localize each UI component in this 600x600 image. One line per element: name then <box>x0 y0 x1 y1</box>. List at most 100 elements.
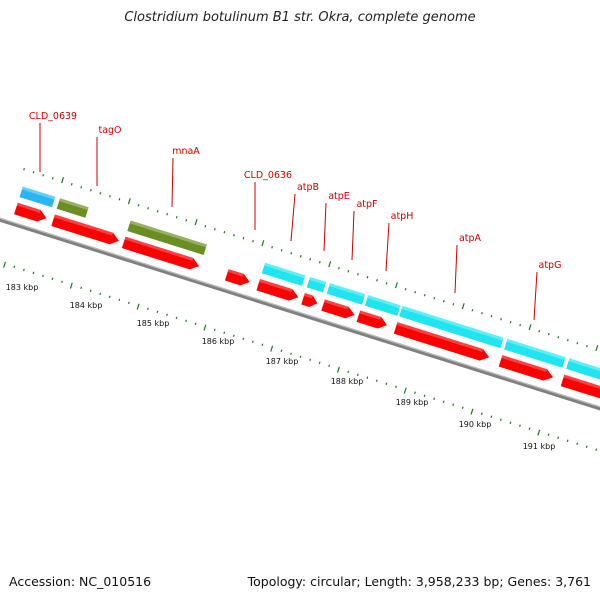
inner-tick <box>127 301 130 305</box>
inner-tick <box>470 408 474 415</box>
inner-tick <box>185 319 187 323</box>
gene-label: atpB <box>297 182 319 193</box>
inner-tick <box>423 394 426 398</box>
outer-tick <box>547 332 550 336</box>
kbp-scale-label: 184 kbp <box>70 301 103 310</box>
kbp-scale-label: 183 kbp <box>6 283 39 292</box>
outer-tick <box>261 240 265 247</box>
kbp-scale-label: 185 kbp <box>137 319 170 328</box>
outer-tick <box>271 245 274 249</box>
inner-tick <box>80 286 83 290</box>
cds-arrow <box>498 355 554 381</box>
cds-arrow <box>560 374 600 415</box>
outer-tick <box>557 335 560 339</box>
cds-arrow <box>256 278 299 301</box>
inner-tick <box>519 424 521 428</box>
outer-tick <box>509 320 512 324</box>
gene-label: CLD_0636 <box>244 170 292 181</box>
inner-tick <box>452 403 455 407</box>
inner-tick <box>309 358 311 362</box>
inner-tick <box>385 382 388 386</box>
outer-tick <box>194 219 198 226</box>
outer-tick <box>299 254 302 258</box>
inner-tick <box>433 397 436 401</box>
cyan-feature-bar <box>326 283 366 305</box>
gene-label: atpF <box>356 199 377 210</box>
outer-tick <box>394 282 398 289</box>
inner-tick <box>490 415 493 419</box>
inner-tick <box>42 274 44 278</box>
genome-title: Clostridium botulinum B1 str. Okra, comp… <box>124 10 476 25</box>
olive-feature-bar-shine <box>59 198 89 211</box>
outer-tick <box>109 195 111 198</box>
inner-tick <box>366 376 369 380</box>
inner-tick <box>99 292 102 296</box>
inner-tick <box>32 271 35 275</box>
gene-label: CLD_0639 <box>29 111 77 122</box>
outer-tick <box>376 278 378 282</box>
inner-tick <box>89 289 92 293</box>
outer-tick <box>280 248 283 252</box>
outer-tick <box>357 272 359 276</box>
outer-tick <box>89 189 92 192</box>
inner-tick <box>175 316 178 320</box>
inner-tick <box>557 436 560 439</box>
outer-tick <box>252 239 254 243</box>
gene-label: tagO <box>98 125 121 136</box>
outer-tick <box>223 231 226 234</box>
outer-tick <box>490 314 493 318</box>
outer-tick <box>595 345 599 352</box>
inner-tick <box>213 328 216 332</box>
gene-leader-line <box>454 244 458 294</box>
cds-arrow-shine <box>227 269 244 277</box>
inner-tick <box>251 340 254 344</box>
outer-tick <box>185 219 188 222</box>
outer-tick <box>366 275 369 279</box>
cds-arrow <box>224 269 250 286</box>
inner-tick <box>13 265 16 269</box>
kbp-scale-label: 188 kbp <box>331 377 364 386</box>
kbp-scale-label: 186 kbp <box>202 337 235 346</box>
inner-tick <box>61 280 63 284</box>
gene-leader-line <box>171 157 174 208</box>
outer-tick <box>213 228 216 231</box>
blue-feature-bar <box>19 186 56 208</box>
gene-leader-line <box>290 193 296 242</box>
gene-label: atpE <box>328 191 350 202</box>
cds-arrow-shine <box>54 214 114 236</box>
inner-tick <box>585 445 588 448</box>
cyan-feature-bar-shine <box>367 295 401 309</box>
inner-tick <box>223 331 226 335</box>
outer-tick <box>328 261 332 268</box>
inner-tick <box>480 412 483 416</box>
genome-summary: Topology: circular; Length: 3,958,233 bp… <box>247 574 591 589</box>
cds-arrow-shine <box>359 310 382 320</box>
outer-tick <box>404 287 407 291</box>
outer-tick <box>481 311 483 315</box>
inner-tick <box>547 433 550 436</box>
outer-tick <box>337 266 340 270</box>
outer-tick <box>471 308 474 312</box>
outer-tick <box>566 338 569 342</box>
cyan-feature-bar-shine <box>329 283 366 298</box>
outer-tick <box>70 183 73 186</box>
inner-tick <box>232 334 235 338</box>
inner-tick <box>414 391 416 395</box>
inner-tick <box>318 361 321 365</box>
gene-leader-line <box>385 222 390 272</box>
kbp-scale-label: 190 kbp <box>459 420 492 429</box>
inner-tick <box>270 345 274 352</box>
outer-tick <box>538 329 541 333</box>
cds-arrow <box>356 310 388 329</box>
cds-arrow <box>301 293 318 307</box>
outer-tick <box>414 290 417 294</box>
kbp-scale-label: 187 kbp <box>266 357 299 366</box>
inner-tick <box>395 385 397 389</box>
inner-tick <box>566 439 569 442</box>
outer-tick <box>233 234 235 237</box>
inner-tick <box>576 442 579 445</box>
inner-tick <box>328 364 331 368</box>
cyan-feature-bar-shine <box>506 338 566 361</box>
cyan-feature-bar <box>566 358 600 400</box>
inner-tick <box>22 268 25 272</box>
